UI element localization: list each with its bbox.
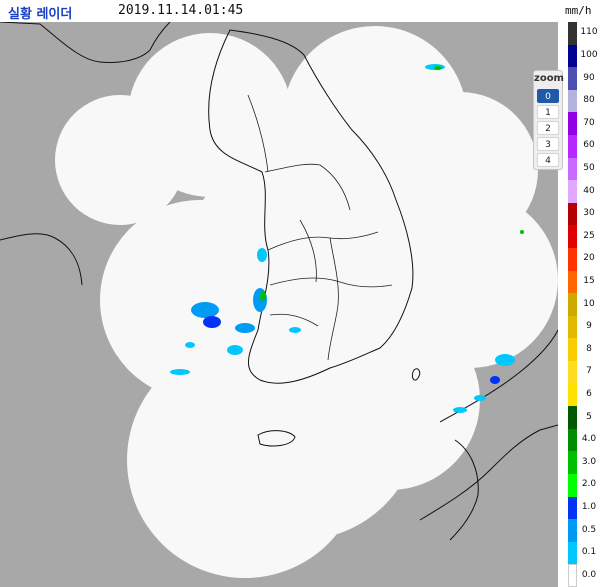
legend-swatch [568, 248, 577, 271]
precipitation-legend: 110 100 90 80 70 60 50 40 30 25 20 15 10 9 8 7 6 5 4.0 3.0 2… [564, 22, 600, 587]
legend-swatch [568, 112, 577, 135]
legend-swatch [568, 383, 577, 407]
china-coast [0, 233, 83, 286]
legend-swatch [568, 564, 577, 587]
legend-label: 40 [583, 185, 595, 196]
legend-swatch [568, 157, 577, 181]
zoom-level-2-button[interactable]: 2 [537, 121, 559, 135]
echo-cell [203, 316, 221, 328]
zoom-level-1-button[interactable]: 1 [537, 105, 559, 119]
legend-label: 7 [586, 366, 592, 377]
legend-label: 15 [583, 275, 595, 286]
echo-cell [434, 66, 442, 70]
legend-label: 20 [583, 253, 595, 264]
legend-swatch [568, 474, 577, 497]
legend-swatch [568, 496, 577, 520]
legend-label: 0.0 [581, 569, 597, 580]
legend-label: 30 [583, 208, 595, 219]
echo-cell [490, 376, 500, 384]
zoom-level-4-button[interactable]: 4 [537, 153, 559, 167]
echo-cell [495, 354, 515, 366]
legend-swatch [568, 270, 577, 294]
legend-label: 70 [583, 117, 595, 128]
legend-label: 110 [580, 27, 598, 38]
legend-label: 6 [586, 388, 592, 399]
legend-swatch [568, 22, 577, 45]
echo-cell [185, 342, 195, 348]
header-bar: 실황 레이더 2019.11.14.01:45 mm/h [0, 0, 600, 22]
echo-cell [289, 327, 301, 333]
legend-label: 0.5 [581, 524, 597, 535]
legend-label: 2.0 [581, 479, 597, 490]
echo-cell [257, 248, 267, 262]
page-title: 실황 레이더 [8, 7, 73, 22]
legend-swatch [568, 428, 577, 452]
legend-swatch [568, 202, 577, 226]
legend-label: 3.0 [581, 456, 597, 467]
radar-echoes [170, 64, 524, 413]
kyushu-coast [449, 439, 479, 541]
legend-label: 8 [586, 343, 592, 354]
legend-swatch [568, 406, 577, 429]
echo-cell [474, 395, 486, 401]
echo-cell [453, 407, 467, 413]
echo-cell [260, 291, 266, 301]
legend-label: 25 [583, 230, 595, 241]
legend-swatch [568, 451, 577, 474]
province-border [269, 313, 319, 327]
legend-label: 5 [586, 411, 592, 422]
legend-label: 80 [583, 95, 595, 106]
china-coast [0, 22, 171, 63]
legend-label: 60 [583, 140, 595, 151]
echo-cell [191, 302, 219, 318]
radar-coverage [55, 26, 558, 578]
legend-swatch [568, 225, 577, 248]
legend-label: 4.0 [581, 434, 597, 445]
coverage-circle [180, 300, 420, 540]
province-border [299, 219, 317, 283]
echo-cell [170, 369, 190, 375]
timestamp: 2019.11.14.01:45 [118, 3, 244, 18]
jeju-island [257, 430, 296, 447]
legend-swatch [568, 541, 577, 565]
korea-west-coast [208, 29, 414, 384]
legend-swatch [568, 89, 577, 113]
echo-cell [235, 323, 255, 333]
province-border [327, 237, 339, 361]
province-border [267, 231, 379, 251]
legend-swatch [568, 67, 577, 90]
legend-label: 1.0 [581, 501, 597, 512]
ulleung-island [411, 368, 421, 381]
legend-label: 0.1 [581, 547, 597, 558]
echo-cell [520, 230, 524, 234]
japan-coast [419, 424, 558, 521]
province-border [269, 277, 393, 288]
province-border [247, 94, 269, 173]
unit-label: mm/h [565, 4, 592, 17]
province-border [264, 163, 351, 211]
legend-swatch [568, 361, 577, 384]
zoom-title: zoom [534, 73, 564, 84]
zoom-level-0-button[interactable]: 0 [537, 89, 559, 103]
province-borders [247, 94, 393, 361]
echo-cell [253, 288, 267, 312]
zoom-control: zoom 0 1 2 3 4 [533, 70, 564, 170]
legend-swatch [568, 338, 577, 361]
echo-cell [227, 345, 243, 355]
zoom-level-3-button[interactable]: 3 [537, 137, 559, 151]
legend-swatch [568, 293, 577, 316]
legend-label: 50 [583, 162, 595, 173]
radar-map[interactable] [0, 22, 558, 587]
legend-swatch [568, 44, 577, 68]
legend-label: 100 [580, 49, 598, 60]
legend-label: 9 [586, 321, 592, 332]
legend-swatch [568, 315, 577, 339]
legend-label: 90 [583, 72, 595, 83]
legend-swatch [568, 519, 577, 542]
legend-swatch [568, 135, 577, 158]
legend-swatch [568, 180, 577, 203]
legend-label: 10 [583, 298, 595, 309]
